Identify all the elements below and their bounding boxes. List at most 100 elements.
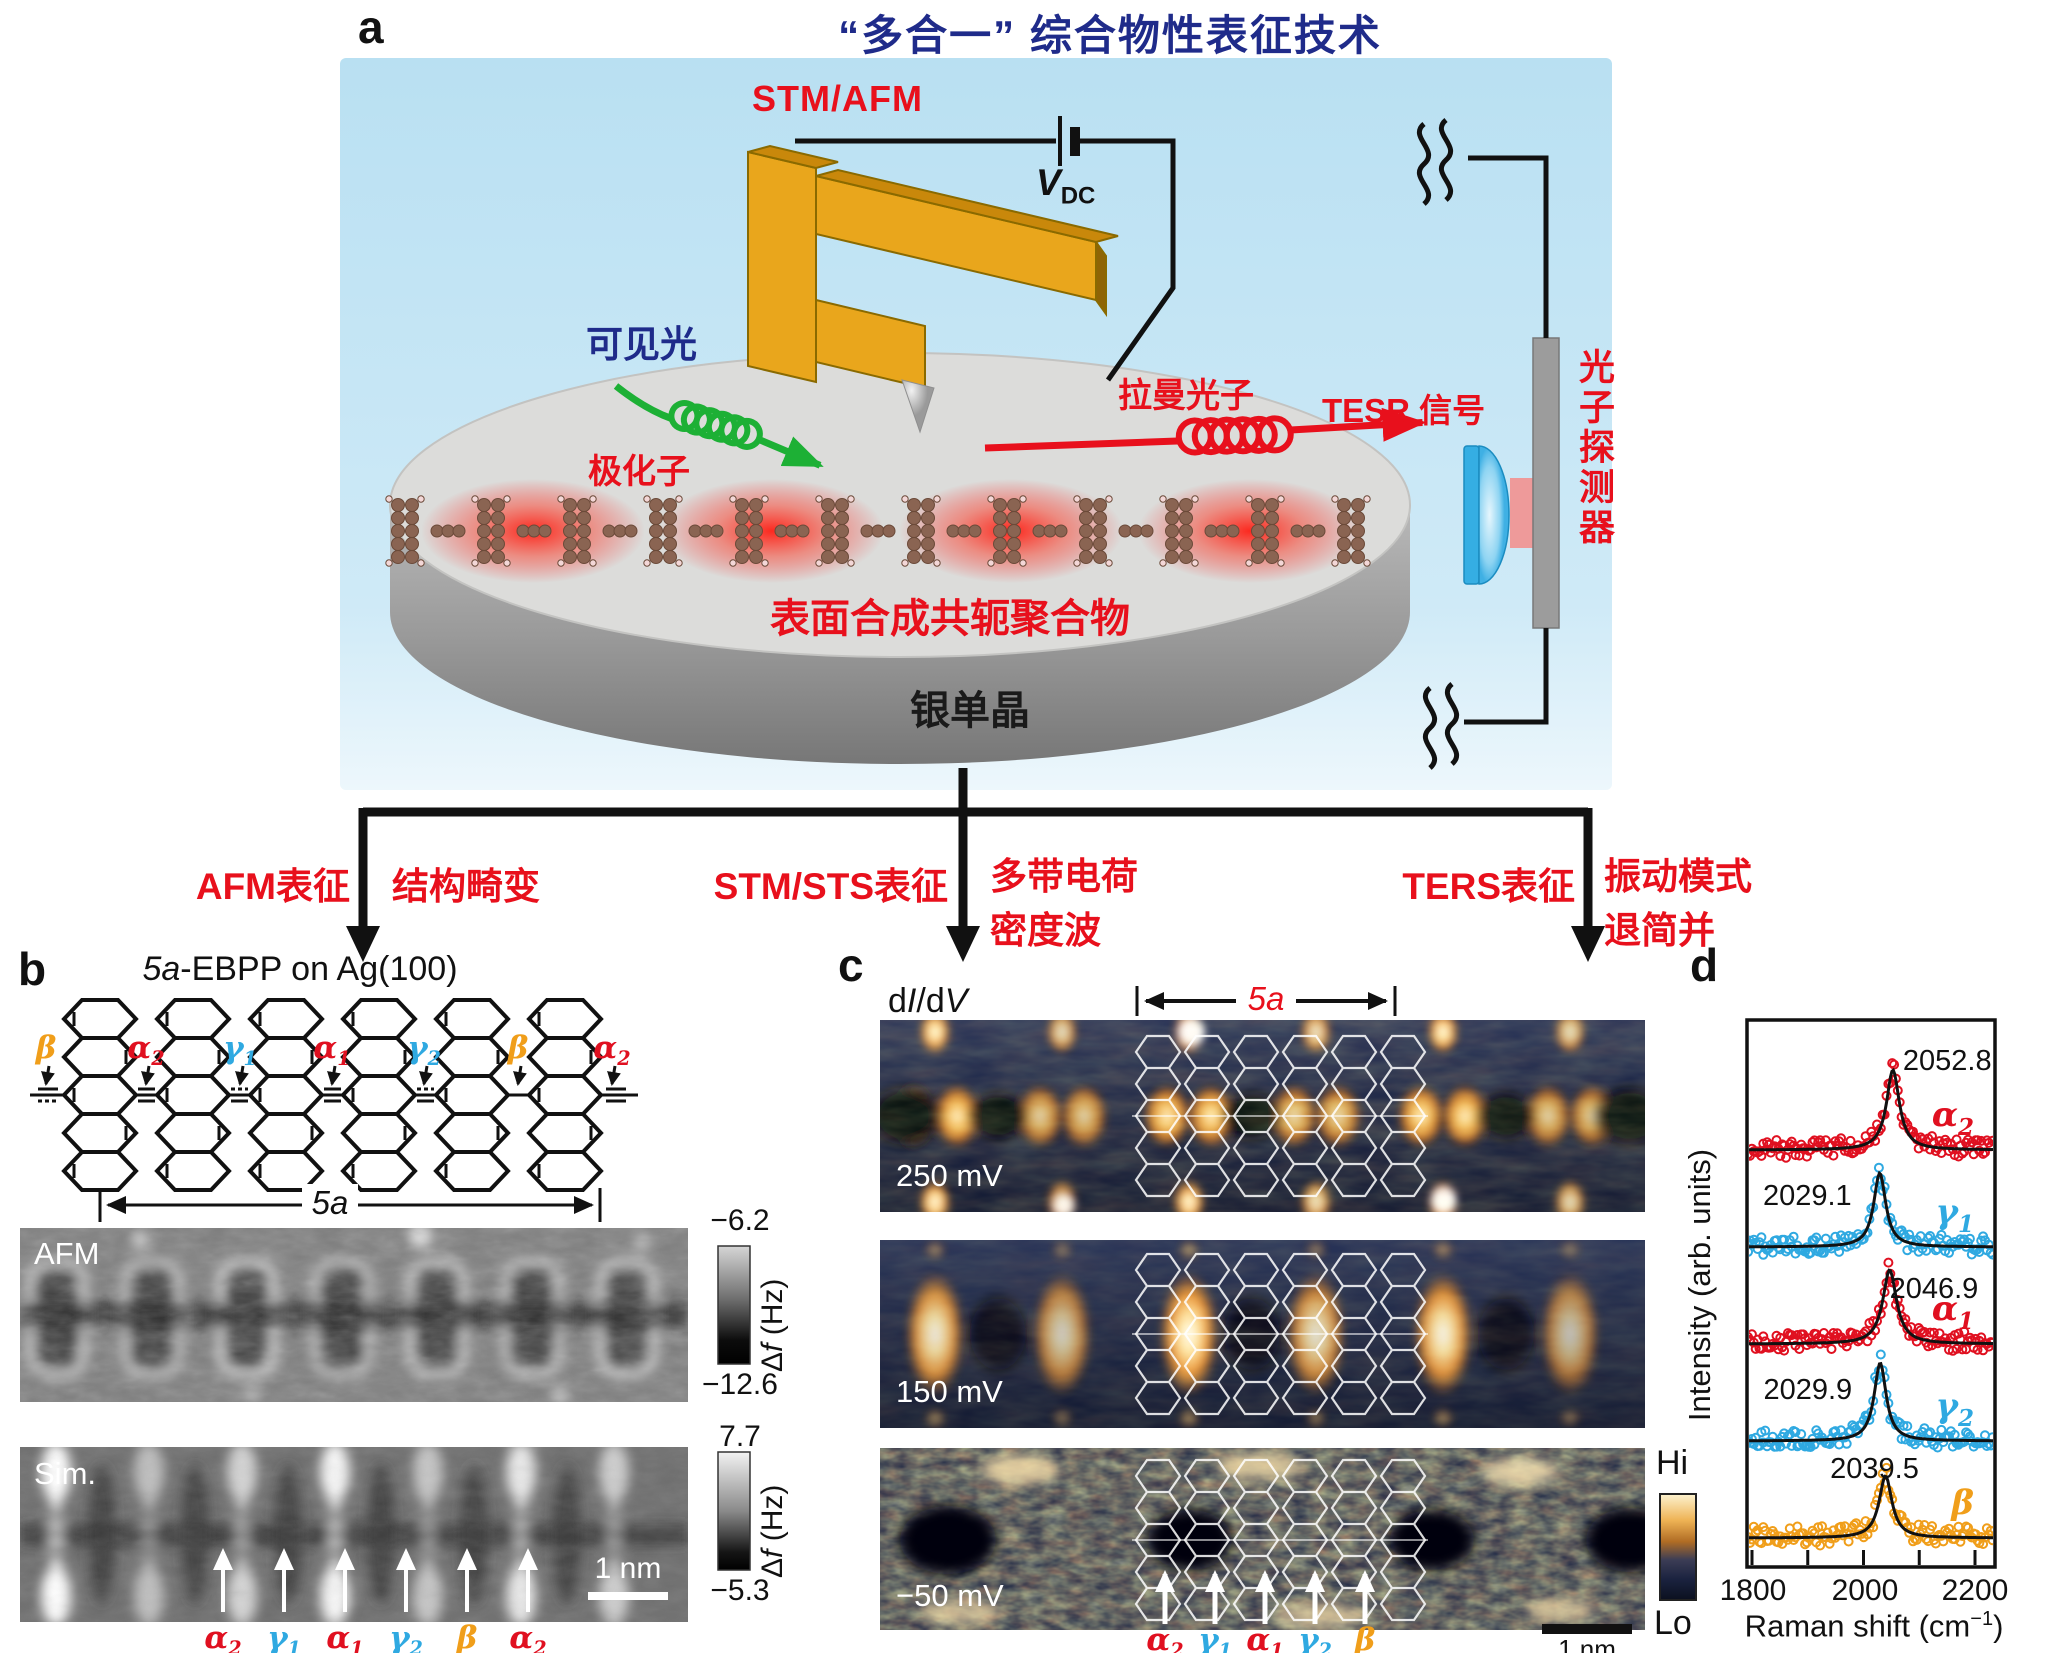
branch-stm-method: STM/STS表征 xyxy=(713,866,948,907)
afm-cb-unit: Δf (Hz) xyxy=(756,1278,789,1372)
bias-150mv: 150 mV xyxy=(896,1374,1003,1409)
peak-value-alpha1: 2046.9 xyxy=(1890,1273,1979,1305)
bias-circuit-wire xyxy=(795,116,1176,382)
spectrum-gamma1 xyxy=(1749,1162,1993,1260)
xtick-2000: 2000 xyxy=(1831,1574,1899,1607)
sim-cb-unit: Δf (Hz) xyxy=(756,1484,789,1578)
mode-c-beta: β xyxy=(1354,1622,1376,1653)
site-label-gamma1: γ1 xyxy=(223,1030,257,1071)
bias-250mv: 250 mV xyxy=(896,1158,1003,1193)
x-axis-label: Raman shift (cm−1) xyxy=(1744,1608,2004,1644)
peak-value-gamma1: 2029.1 xyxy=(1763,1180,1852,1212)
sim-cb-max: 7.7 xyxy=(719,1420,761,1453)
branch-ters-result-1: 振动模式 xyxy=(1604,856,1752,897)
afm-image xyxy=(20,1228,688,1402)
bias-minus50mv: −50 mV xyxy=(896,1578,1004,1613)
panel-b-label: b xyxy=(18,943,47,995)
afm-cb-max: −6.2 xyxy=(710,1204,770,1237)
figure-title: “多合一” 综合物性表征技术 xyxy=(838,12,1382,59)
branch-afm-method: AFM表征 xyxy=(195,866,350,907)
xtick-2200: 2200 xyxy=(1941,1574,2009,1607)
vdc-label: VDC xyxy=(1036,162,1096,210)
period-label-b: 5a xyxy=(302,1184,358,1222)
panel-a-label: a xyxy=(358,1,384,53)
series-label-beta: β xyxy=(1949,1483,1974,1523)
afm-image-tag: AFM xyxy=(34,1236,100,1271)
sim-cb-min: −5.3 xyxy=(710,1574,770,1607)
photon-detector-body xyxy=(1532,337,1560,629)
site-label-alpha1: α1 xyxy=(313,1030,351,1071)
hilo-colorbar xyxy=(1659,1493,1697,1601)
detector-wires xyxy=(1416,118,1549,770)
didv-map-minus50mv xyxy=(880,1448,1645,1630)
stm-tip xyxy=(901,379,935,434)
branch-afm-result: 结构畸变 xyxy=(392,866,540,907)
collection-lens xyxy=(1463,445,1510,585)
map-scalebar xyxy=(1542,1624,1632,1634)
mode-c-gamma1: γ1 xyxy=(1198,1622,1232,1653)
afm-cb-min: −12.6 xyxy=(702,1368,778,1401)
detector-sensor xyxy=(1510,478,1533,548)
site-label-beta-2: β xyxy=(507,1030,529,1066)
site-label-alpha2-1: α2 xyxy=(127,1030,165,1071)
peak-value-gamma2: 2029.9 xyxy=(1763,1374,1852,1406)
photon-detector-label: 光子探测器 xyxy=(1574,348,1615,548)
panel-a-schematic xyxy=(340,58,1612,790)
mode-c-gamma2: γ2 xyxy=(1298,1622,1332,1653)
site-label-gamma2: γ2 xyxy=(407,1030,441,1071)
didv-label: dI/dV xyxy=(888,982,968,1020)
panel-d-label: d xyxy=(1690,939,1719,991)
map-mode-arrows xyxy=(1155,1570,1375,1624)
visible-light-beam xyxy=(613,383,824,469)
series-label-alpha2: α2 xyxy=(1932,1095,1974,1141)
branch-ters-method: TERS表征 xyxy=(1402,866,1575,907)
sim-scalebar-label: 1 nm xyxy=(594,1552,662,1585)
hilo-lo: Lo xyxy=(1654,1604,1692,1642)
period-label-c: 5a xyxy=(1236,980,1296,1018)
panel-c-label: c xyxy=(838,939,864,991)
mode-c-alpha1: α1 xyxy=(1246,1622,1284,1653)
afm-colorbar xyxy=(717,1245,751,1365)
substrate-label: 银单晶 xyxy=(910,689,1030,733)
raman-beam xyxy=(984,407,1427,456)
xtick-1800: 1800 xyxy=(1719,1574,1787,1607)
didv-map-250mv xyxy=(880,1020,1645,1212)
branch-stm-result-2: 密度波 xyxy=(990,910,1101,951)
didv-map-150mv xyxy=(880,1240,1645,1428)
hilo-hi: Hi xyxy=(1656,1444,1689,1482)
mode-b-alpha2-1: α2 xyxy=(204,1620,242,1653)
sim-image-tag: Sim. xyxy=(34,1456,96,1491)
map-scalebar-label: 1 nm xyxy=(1558,1634,1616,1653)
spectrum-alpha1 xyxy=(1749,1257,1993,1356)
branch-arrows xyxy=(346,768,1605,962)
branch-stm-result-1: 多带电荷 xyxy=(990,856,1138,897)
mode-c-alpha2: α2 xyxy=(1146,1622,1184,1653)
y-axis-label: Intensity (arb. units) xyxy=(1682,1148,1717,1422)
mode-b-gamma1: γ1 xyxy=(267,1620,301,1653)
sim-scalebar xyxy=(588,1592,668,1600)
polymer-label: 表面合成共轭聚合物 xyxy=(770,597,1130,641)
mode-b-alpha2-2: α2 xyxy=(509,1620,547,1653)
site-label-beta-1: β xyxy=(35,1030,57,1066)
plot-frame xyxy=(1745,1018,1997,1569)
peak-value-beta: 2039.5 xyxy=(1830,1453,1919,1485)
sim-image xyxy=(20,1447,688,1622)
tuning-fork xyxy=(747,144,1119,390)
tesr-signal-label: TESR 信号 xyxy=(1322,392,1486,429)
series-label-gamma1: γ1 xyxy=(1936,1192,1974,1238)
visible-light-label: 可见光 xyxy=(586,324,697,365)
polaron-label: 极化子 xyxy=(588,453,690,491)
spectrum-gamma2 xyxy=(1749,1349,1993,1453)
peak-value-alpha2: 2052.8 xyxy=(1903,1045,1992,1077)
spectrum-alpha2 xyxy=(1749,1058,1993,1163)
mode-b-alpha1: α1 xyxy=(326,1620,364,1653)
mode-b-beta: β xyxy=(456,1620,478,1653)
mode-b-gamma2: γ2 xyxy=(389,1620,423,1653)
site-label-alpha2-2: α2 xyxy=(593,1030,631,1071)
panel-b-title: 5a-EBPP on Ag(100) xyxy=(142,950,458,988)
raman-photon-label: 拉曼光子 xyxy=(1118,377,1254,415)
stm-afm-label: STM/AFM xyxy=(752,78,923,119)
sim-mode-arrows xyxy=(213,1548,538,1612)
